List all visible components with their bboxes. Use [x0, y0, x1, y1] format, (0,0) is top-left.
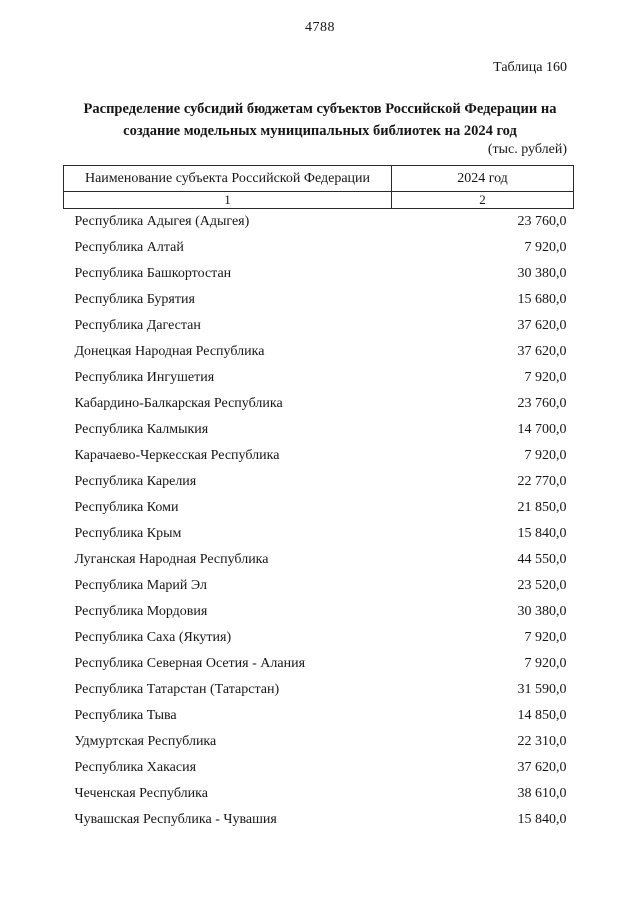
table-row: Чеченская Республика 38 610,0	[64, 781, 574, 807]
table-row: Республика Коми 21 850,0	[64, 495, 574, 521]
subsidy-value-cell: 14 700,0	[517, 421, 567, 437]
region-name-cell: Республика Тыва	[74, 707, 177, 723]
region-name-cell: Республика Марий Эл	[74, 577, 207, 593]
subsidy-value-cell: 23 760,0	[517, 395, 567, 411]
table-row: Республика Хакасия 37 620,0	[64, 755, 574, 781]
table-row: Чувашская Республика - Чувашия 15 840,0	[64, 807, 574, 833]
subsidy-value-cell: 15 840,0	[517, 525, 567, 541]
table-row: Республика Башкортостан 30 380,0	[64, 261, 574, 287]
column-index-2: 2	[391, 191, 574, 209]
region-name-cell: Чувашская Республика - Чувашия	[74, 811, 277, 827]
subsidy-value-cell: 23 760,0	[517, 213, 567, 229]
subsidy-value-cell: 37 620,0	[517, 343, 567, 359]
table-row: Республика Ингушетия 7 920,0	[64, 365, 574, 391]
subsidy-value-cell: 15 680,0	[517, 291, 567, 307]
region-name-cell: Республика Коми	[74, 499, 179, 515]
subsidy-value-cell: 7 920,0	[524, 239, 567, 255]
region-name-cell: Луганская Народная Республика	[74, 551, 269, 567]
region-name-cell: Республика Татарстан (Татарстан)	[74, 681, 280, 697]
table-row: Удмуртская Республика 22 310,0	[64, 729, 574, 755]
table-row: Республика Алтай 7 920,0	[64, 235, 574, 261]
subsidy-value-cell: 21 850,0	[517, 499, 567, 515]
region-name-cell: Республика Крым	[74, 525, 182, 541]
table-row: Республика Крым 15 840,0	[64, 521, 574, 547]
table-body: Республика Адыгея (Адыгея) 23 760,0 Респ…	[64, 209, 574, 833]
page-number: 4788	[305, 20, 335, 35]
table-row: Республика Карелия 22 770,0	[64, 469, 574, 495]
table-row: Кабардино-Балкарская Республика 23 760,0	[64, 391, 574, 417]
table-row: Республика Бурятия 15 680,0	[64, 287, 574, 313]
column-index-1: 1	[63, 191, 392, 209]
subsidy-value-cell: 37 620,0	[517, 317, 567, 333]
subsidy-value-cell: 30 380,0	[517, 265, 567, 281]
table-row: Карачаево-Черкесская Республика 7 920,0	[64, 443, 574, 469]
table-row: Луганская Народная Республика 44 550,0	[64, 547, 574, 573]
table-row: Республика Адыгея (Адыгея) 23 760,0	[64, 209, 574, 235]
page-title: Распределение субсидий бюджетам субъекто…	[83, 101, 557, 139]
table-header-row: Наименование субъекта Российской Федерац…	[63, 165, 574, 192]
region-name-cell: Республика Дагестан	[74, 317, 201, 333]
subsidy-value-cell: 15 840,0	[517, 811, 567, 827]
region-name-cell: Карачаево-Черкесская Республика	[74, 447, 280, 463]
table-row: Донецкая Народная Республика 37 620,0	[64, 339, 574, 365]
subsidy-value-cell: 44 550,0	[517, 551, 567, 567]
table-row: Республика Мордовия 30 380,0	[64, 599, 574, 625]
subsidy-value-cell: 38 610,0	[517, 785, 567, 801]
region-name-cell: Чеченская Республика	[74, 785, 208, 801]
region-name-cell: Республика Алтай	[74, 239, 184, 255]
table-row: Республика Марий Эл 23 520,0	[64, 573, 574, 599]
region-name-cell: Кабардино-Балкарская Республика	[74, 395, 283, 411]
column-header-region-name: Наименование субъекта Российской Федерац…	[63, 165, 392, 192]
region-name-cell: Республика Хакасия	[74, 759, 197, 775]
region-name-cell: Республика Мордовия	[74, 603, 208, 619]
column-header-year: 2024 год	[391, 165, 574, 192]
region-name-cell: Донецкая Народная Республика	[74, 343, 265, 359]
region-name-cell: Республика Северная Осетия - Алания	[74, 655, 306, 671]
region-name-cell: Республика Ингушетия	[74, 369, 215, 385]
region-name-cell: Удмуртская Республика	[74, 733, 217, 749]
table-row: Республика Северная Осетия - Алания 7 92…	[64, 651, 574, 677]
subsidy-value-cell: 23 520,0	[517, 577, 567, 593]
region-name-cell: Республика Бурятия	[74, 291, 195, 307]
region-name-cell: Республика Саха (Якутия)	[74, 629, 232, 645]
table-row: Республика Дагестан 37 620,0	[64, 313, 574, 339]
subsidy-value-cell: 7 920,0	[524, 655, 567, 671]
subsidy-value-cell: 22 310,0	[517, 733, 567, 749]
table-row: Республика Калмыкия 14 700,0	[64, 417, 574, 443]
subsidy-value-cell: 37 620,0	[517, 759, 567, 775]
subsidy-value-cell: 7 920,0	[524, 629, 567, 645]
table-row: Республика Тыва 14 850,0	[64, 703, 574, 729]
region-name-cell: Республика Калмыкия	[74, 421, 209, 437]
region-name-cell: Республика Карелия	[74, 473, 197, 489]
column-index-row: 1 2	[63, 191, 574, 209]
subsidy-value-cell: 14 850,0	[517, 707, 567, 723]
region-name-cell: Республика Адыгея (Адыгея)	[74, 213, 250, 229]
units-note: (тыс. рублей)	[487, 142, 567, 157]
subsidy-value-cell: 7 920,0	[524, 447, 567, 463]
table-row: Республика Саха (Якутия) 7 920,0	[64, 625, 574, 651]
subsidy-value-cell: 7 920,0	[524, 369, 567, 385]
table-label: Таблица 160	[493, 60, 567, 75]
subsidy-value-cell: 30 380,0	[517, 603, 567, 619]
table-row: Республика Татарстан (Татарстан) 31 590,…	[64, 677, 574, 703]
table-header: Наименование субъекта Российской Федерац…	[63, 165, 574, 209]
subsidy-table: Наименование субъекта Российской Федерац…	[63, 165, 574, 833]
region-name-cell: Республика Башкортостан	[74, 265, 232, 281]
subsidy-value-cell: 31 590,0	[517, 681, 567, 697]
subsidy-value-cell: 22 770,0	[517, 473, 567, 489]
